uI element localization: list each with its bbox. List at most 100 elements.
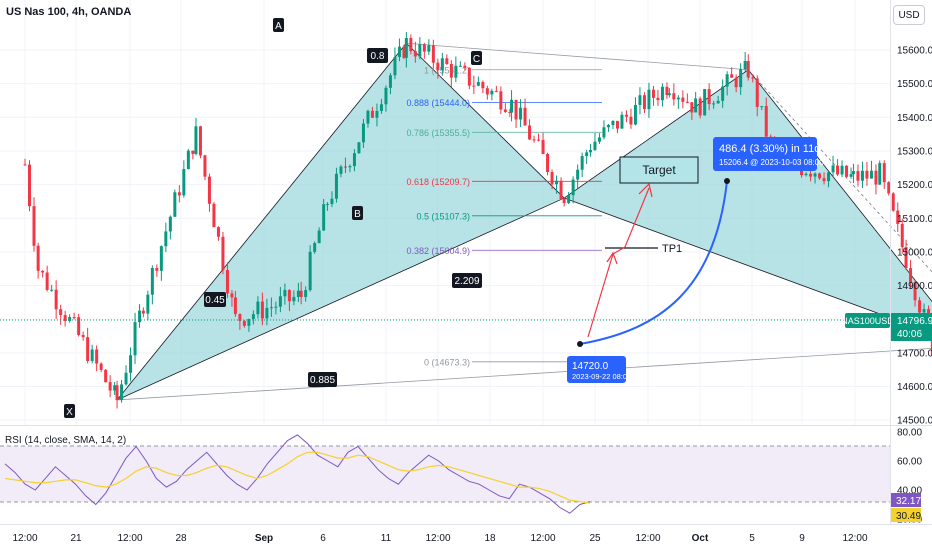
candle-body [230,293,234,298]
last-price-tag[interactable]: NAS100USD 14796.9 40:06 [841,313,932,341]
candle-body [260,301,264,319]
currency-button[interactable]: USD [893,5,925,25]
candle-body [667,93,671,96]
time-tick-label: Sep [255,533,273,544]
price-tick-label: 15000.0 [897,247,932,258]
chart-title[interactable]: US Nas 100, 4h, OANDA [6,6,132,18]
candle-body [656,97,660,101]
candle-body [28,164,31,207]
candle-body [721,86,725,101]
candle-body [269,307,273,309]
candle-body [322,204,326,231]
candle-body [665,86,669,96]
candle-body [690,102,694,113]
rsi-tick-label: 80.00 [897,428,922,439]
candle-body [384,87,388,105]
candle-body [388,75,392,88]
candle-body [849,174,853,177]
candle-body [352,153,356,167]
candle-body [840,165,844,175]
candle-body [458,65,462,67]
candle-body [104,369,108,383]
label-c-text: C [473,54,480,65]
candle-body [550,172,554,185]
candle-body [32,206,36,246]
candle-body [330,198,334,205]
candle-body [694,98,698,113]
price-tick-label: 14600.0 [897,382,932,393]
time-tick-label: 12:00 [425,533,450,544]
time-axis[interactable]: 12:00 21 12:00 28 Sep 6 11 12:00 18 12:00 25 12:00 O… [12,533,867,544]
rsi-title[interactable]: RSI (14, close, SMA, 14, 2) [5,435,126,446]
ratio-bd: 2.209 [452,273,482,288]
projection-path [587,187,650,338]
candle-body [887,182,891,194]
candle-body [532,139,536,141]
candle-body [63,315,67,321]
forecast-start-dot [577,341,583,347]
candle-body [869,170,873,179]
candle-body [225,270,229,294]
candle-body [882,163,886,183]
candle-body [99,363,103,370]
candle-body [904,247,908,269]
label-b-text: B [354,209,361,220]
candle-body [23,164,27,166]
candle-body [746,61,750,78]
candle-body [265,307,269,319]
target-arrowhead [638,182,653,198]
candle-body [173,192,177,217]
candle-body [845,165,849,177]
candle-body [523,107,527,126]
candle-body [725,74,729,87]
candle-body [611,120,615,126]
candle-body [292,296,296,302]
candle-body [431,45,435,63]
svg-text:30.49: 30.49 [896,511,921,522]
harmonic-bcd-fill [564,69,932,334]
candle-body [463,65,467,68]
candle-body [676,97,680,100]
candle-body [256,301,260,315]
label-b: B [352,206,363,220]
candle-body [827,172,831,182]
candle-body [59,309,63,316]
candle-body [580,156,584,170]
time-tick-label: 11 [381,533,392,544]
candle-body [730,74,734,78]
candle-body [212,203,216,228]
forecast-label[interactable]: 486.4 (3.30%) in 11d 15206.4 @ 2023-10-0… [713,137,824,171]
candle-body [878,163,882,185]
candle-body [851,171,855,175]
candle-body [681,97,685,102]
candle-body [743,61,747,70]
svg-text:15206.4 @ 2023-10-03 08:00: 15206.4 @ 2023-10-03 08:00 [719,158,824,167]
candle-body [588,149,592,153]
candle-body [361,123,365,143]
candle-body [159,246,163,271]
candle-body [860,170,864,181]
low-label[interactable]: 14720.0 2023-09-22 08:00 [567,356,631,383]
candle-body [95,349,99,364]
candle-body [296,290,300,297]
candle-body [274,306,278,308]
candle-body [186,150,190,170]
candle-body [124,372,128,385]
candle-body [913,282,917,301]
label-c: C [471,51,482,65]
candle-body [707,89,711,105]
target-box[interactable]: Target [619,156,699,184]
candle-body [490,90,494,95]
svg-text:14720.0: 14720.0 [572,361,609,372]
candle-body [81,334,85,338]
time-tick-label: 25 [589,533,601,544]
candle-body [339,166,343,174]
tp1-label: TP1 [662,243,682,255]
price-tick-label: 15500.0 [897,79,932,90]
candle-body [567,195,571,204]
candle-body [402,46,406,58]
candle-body [930,327,932,355]
candle-body [606,125,610,128]
fib-level-label: 0.382 (15004.9) [406,246,470,256]
